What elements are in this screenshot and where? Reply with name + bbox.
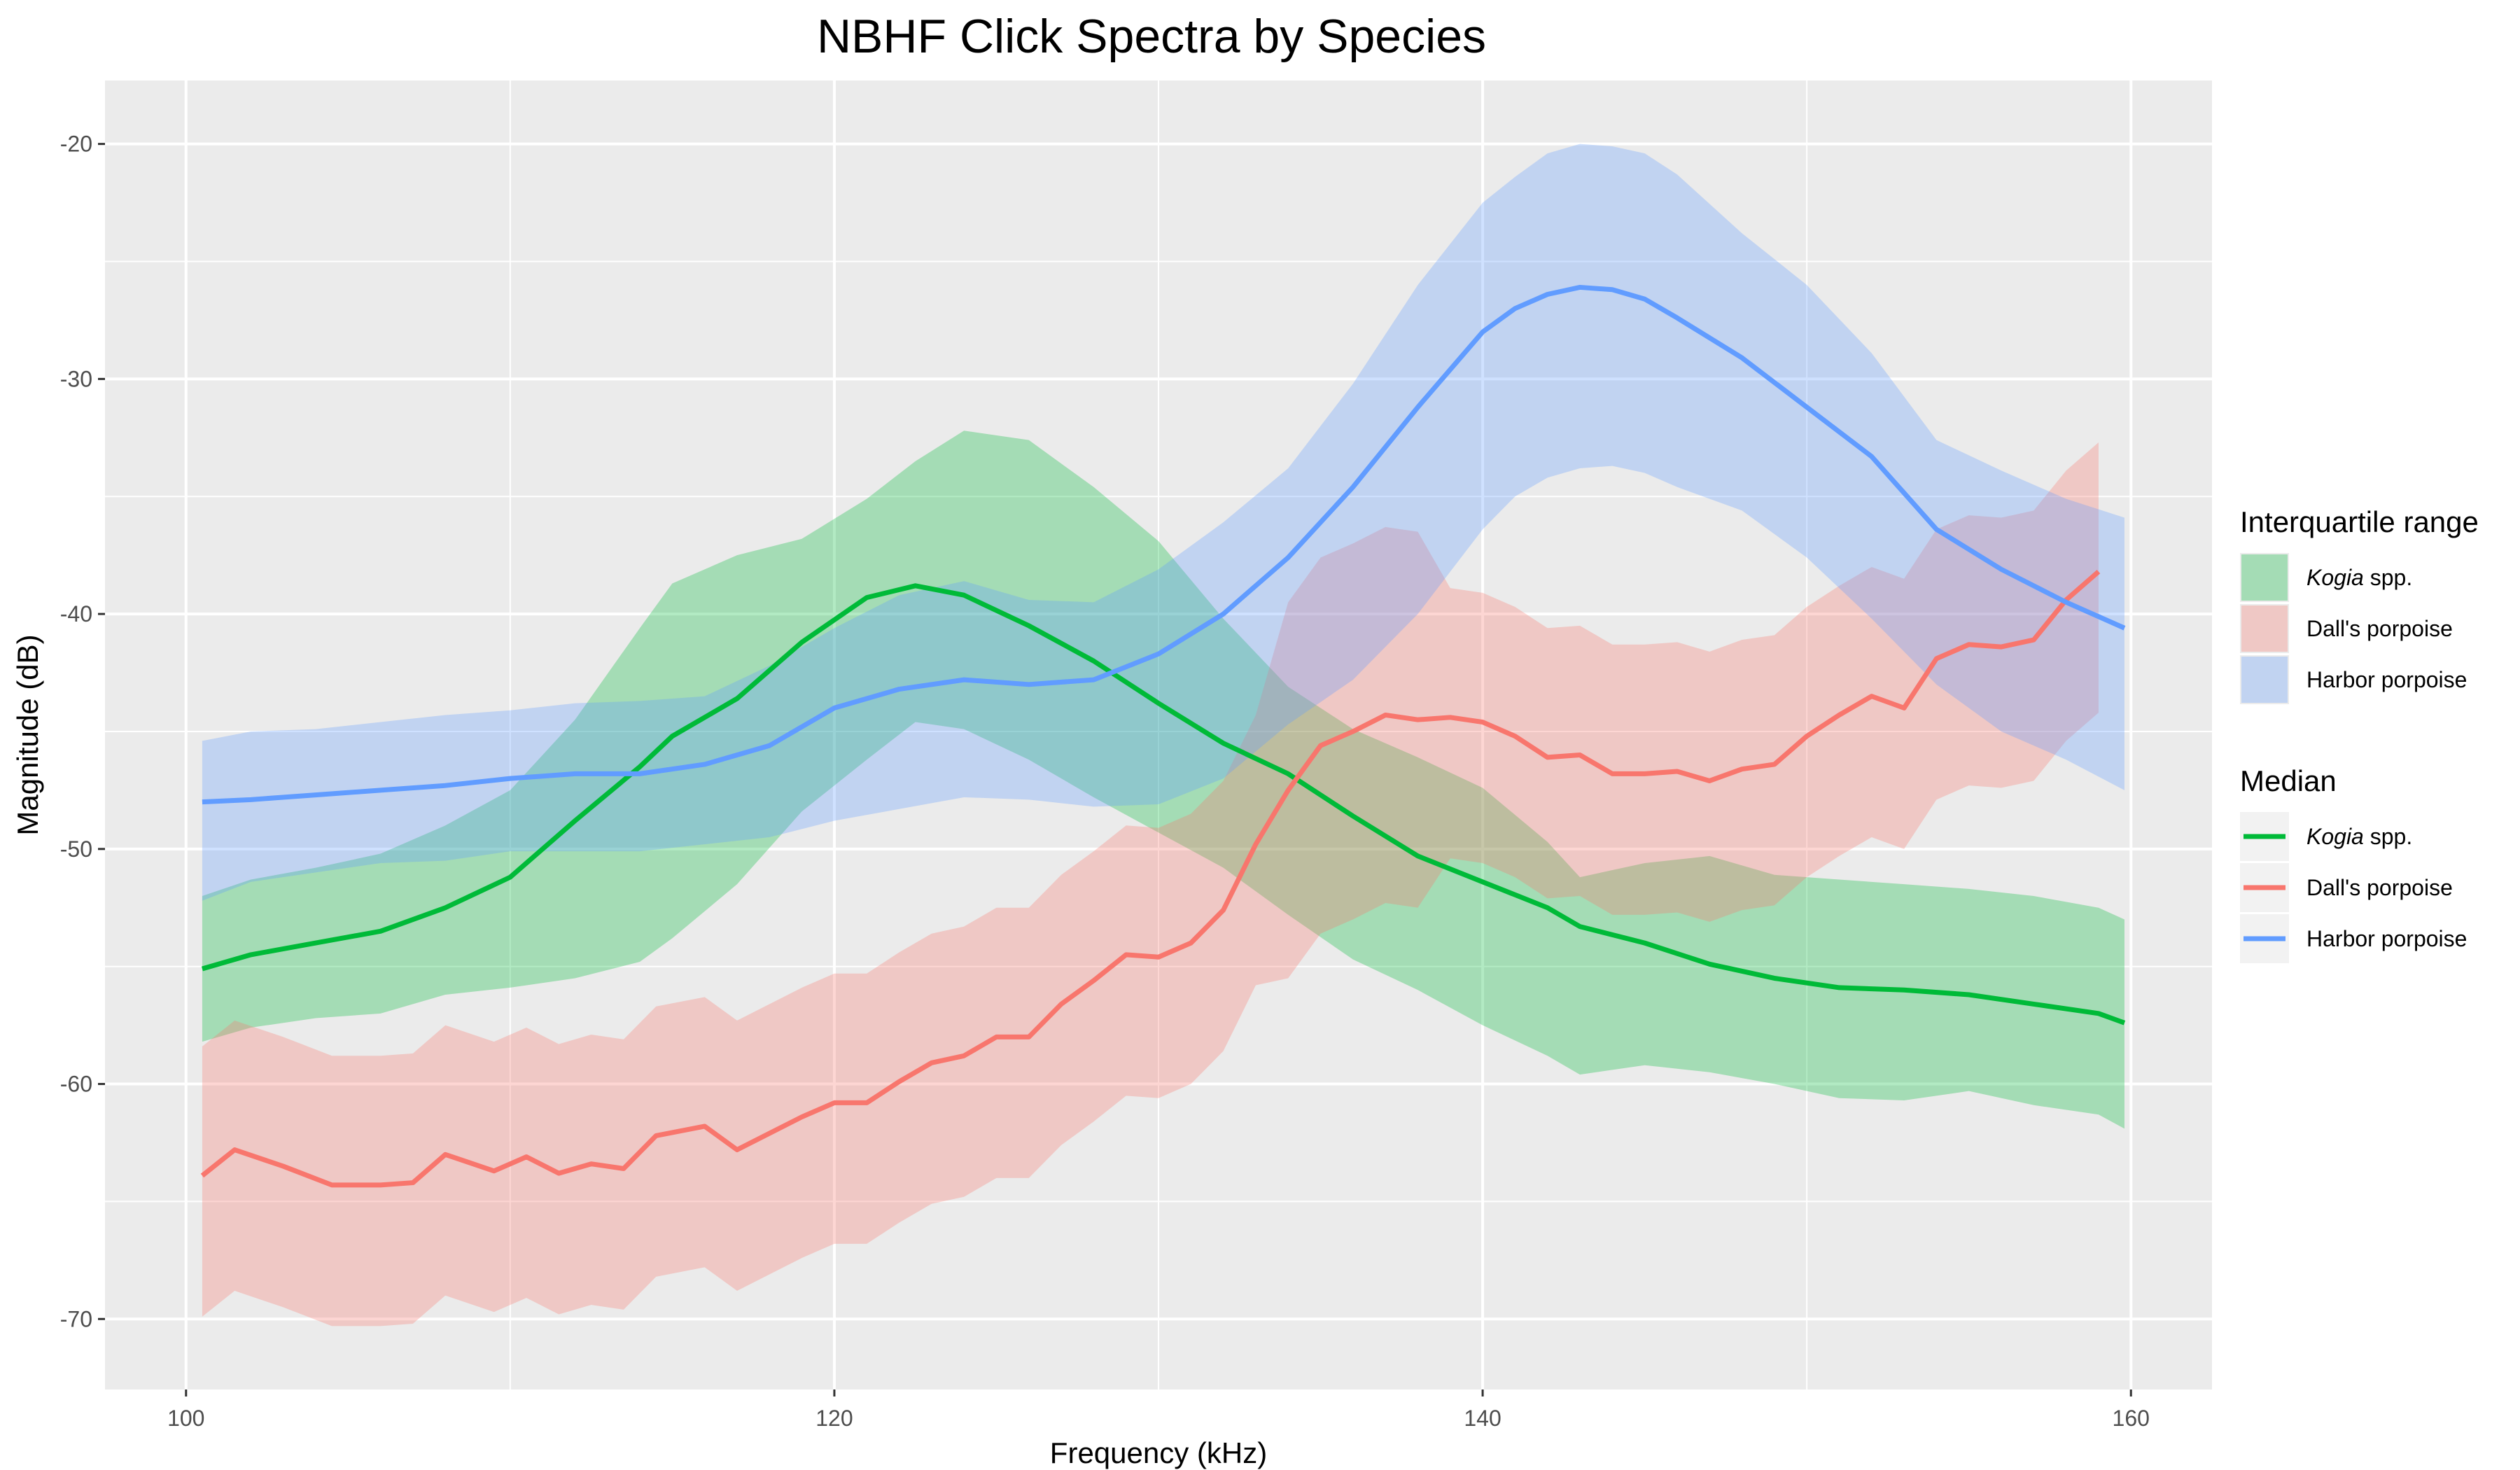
y-tick-label: -20 — [60, 132, 92, 157]
y-tick-label: -40 — [60, 601, 92, 626]
legend-key-bg — [2240, 604, 2289, 653]
legend-key-bg — [2240, 553, 2289, 602]
legend-line-label-dalls: Dall's porpoise — [2306, 875, 2453, 900]
legend-line-label-kogia: Kogia spp. — [2306, 824, 2412, 849]
legend-line-title: Median — [2240, 764, 2337, 797]
y-axis-title: Magnitude (dB) — [11, 634, 44, 835]
y-tick-label: -70 — [60, 1306, 92, 1331]
legend-line-label-harbor: Harbor porpoise — [2306, 926, 2467, 951]
legend-ribbon-title: Interquartile range — [2240, 505, 2479, 538]
legend-ribbon-swatch-dalls — [2241, 606, 2288, 652]
ribbon-kogia — [202, 430, 2124, 1129]
legend-ribbon-label-harbor: Harbor porpoise — [2306, 667, 2467, 692]
legend-ribbon-label-dalls: Dall's porpoise — [2306, 616, 2453, 641]
legend-items: Kogia spp. Kogia spp. Dall's porpoise Dall'… — [2240, 553, 2467, 963]
median-line-harbor — [202, 284, 2126, 805]
median-lines — [200, 284, 2126, 1188]
ribbon-dalls — [202, 442, 2099, 1326]
y-tick-label: -30 — [60, 366, 92, 391]
median-line-kogia — [201, 583, 2126, 1026]
iqr-ribbons — [202, 144, 2124, 1326]
x-axis-title: Frequency (kHz) — [1050, 1436, 1267, 1469]
axis-ticks: 100 120 140 160 -70 -60 -50 -40 -30 -20 — [60, 132, 2150, 1431]
legend-key-bg — [2240, 655, 2289, 704]
x-tick-label: 120 — [816, 1406, 853, 1431]
legend-ribbon-swatch-harbor — [2241, 657, 2288, 703]
chart-title: NBHF Click Spectra by Species — [817, 10, 1486, 63]
median-line-dalls — [200, 570, 2101, 1188]
x-tick-label: 160 — [2113, 1406, 2150, 1431]
legend-ribbon-label-kogia: Kogia spp. — [2306, 565, 2412, 590]
ribbon-harbor — [202, 144, 2124, 901]
y-tick-label: -50 — [60, 836, 92, 862]
legend-ribbon-swatch-kogia — [2241, 554, 2288, 601]
y-tick-label: -60 — [60, 1072, 92, 1097]
x-tick-label: 100 — [167, 1406, 204, 1431]
grid-lines — [105, 80, 2212, 1390]
x-tick-label: 140 — [1464, 1406, 1501, 1431]
legend: Interquartile range Median Kogia spp.Kog… — [2240, 505, 2479, 963]
